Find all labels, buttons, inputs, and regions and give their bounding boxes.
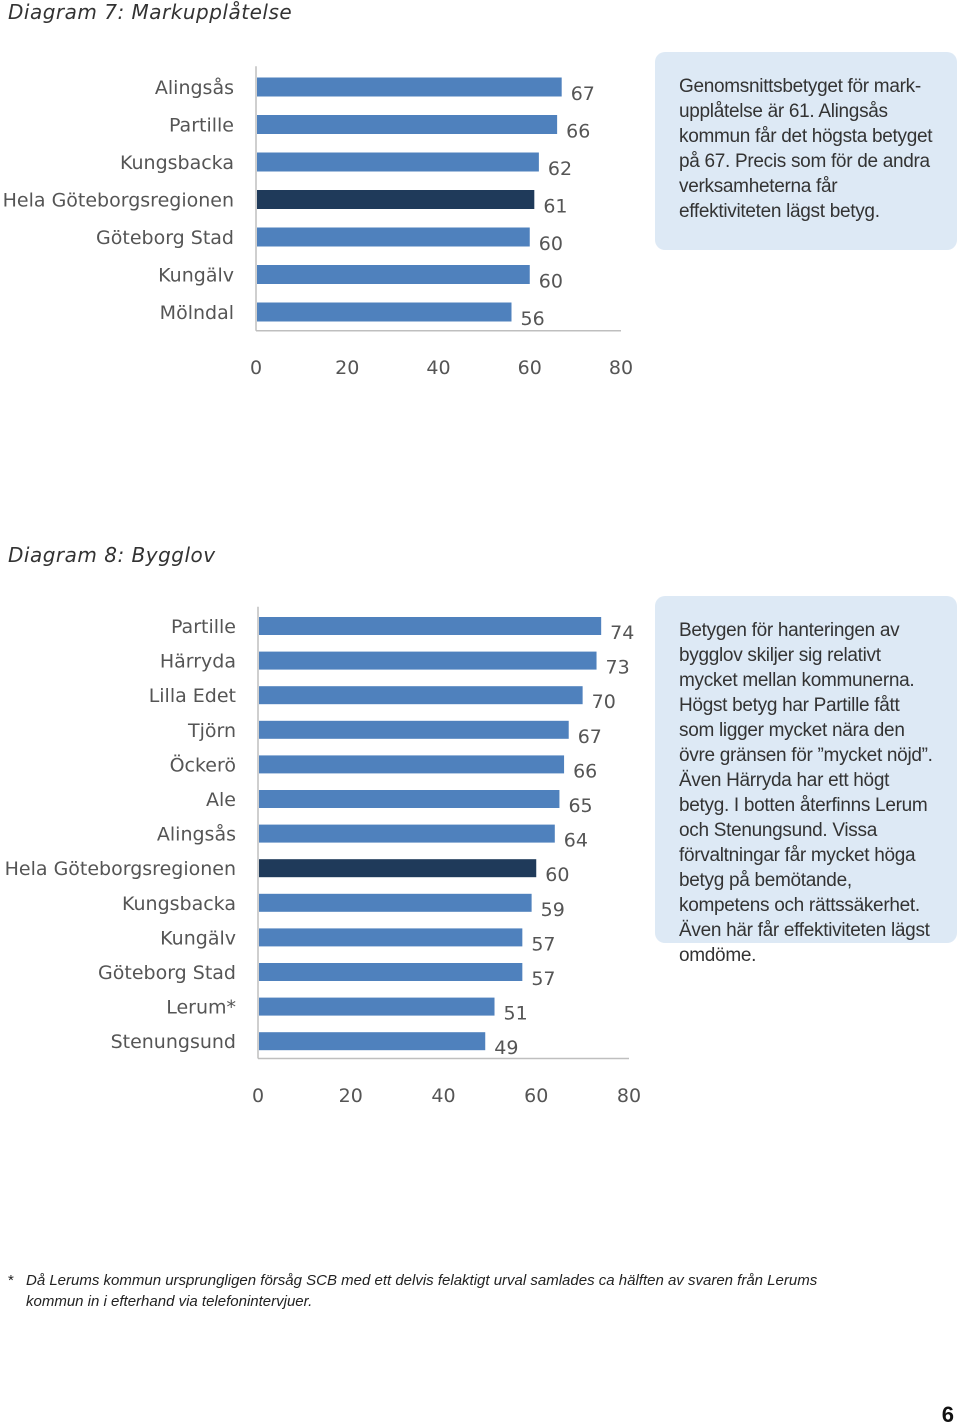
diagram-7-title: Diagram 7: Markupplåtelse <box>8 0 293 24</box>
diagram-7-bar <box>257 227 530 247</box>
diagram-8-value-label: 66 <box>573 760 597 782</box>
diagram-8-category-label: Partille <box>171 616 236 638</box>
diagram-7-value-label: 60 <box>539 271 563 293</box>
diagram-7-category-label: Alingsås <box>155 76 234 99</box>
diagram-7-bar <box>257 152 539 172</box>
diagram-7-bar <box>257 115 558 134</box>
diagram-8-bar <box>259 997 495 1016</box>
footnote: * Då Lerums kommun ursprungligen försåg … <box>8 1270 868 1312</box>
diagram-8-value-label: 59 <box>541 899 565 921</box>
diagram-8-value-label: 60 <box>545 864 569 886</box>
diagram-8-infobox: Betygen för hanteringen av bygglov skilj… <box>655 596 957 966</box>
diagram-8-bar <box>259 859 537 878</box>
diagram-7-value-label: 67 <box>571 83 595 105</box>
diagram-8-value-label: 74 <box>610 622 634 644</box>
diagram-7-chart: Alingsås 67 Partille 66 Kungsbacka 62 Hela Göt… <box>0 60 660 390</box>
diagram-8-bar <box>259 755 565 774</box>
diagram-8-bar <box>259 1032 486 1051</box>
diagram-7-bar <box>257 265 530 284</box>
diagram-8-value-label: 70 <box>592 691 616 713</box>
diagram-8-info-text: Betygen för hanteringen av bygglov skilj… <box>679 620 933 966</box>
diagram-8-bar <box>259 617 602 635</box>
diagram-7-tick-label: 60 <box>518 357 542 379</box>
diagram-8-value-label: 57 <box>531 968 555 990</box>
diagram-7-bar <box>257 77 562 97</box>
diagram-7-category-label: Hela Göteborgsregionen <box>3 190 234 212</box>
diagram-8-category-label: Tjörn <box>187 720 236 742</box>
diagram-8-category-label: Stenungsund <box>111 1031 236 1053</box>
diagram-7-info-text: Genomsnittsbetyget för mark-upplåtelse ä… <box>679 76 933 222</box>
page-number: 6 <box>941 1402 954 1427</box>
diagram-8-bar <box>259 963 523 981</box>
diagram-8-bar <box>259 651 597 670</box>
diagram-8-category-label: Kungälv <box>160 927 236 949</box>
diagram-8-svg: Partille 74 Härryda 73 Lilla Edet 70 Tjörn 67 Öc… <box>5 606 641 1107</box>
diagram-7-category-label: Kungsbacka <box>120 152 234 174</box>
diagram-7-bar <box>257 302 512 322</box>
diagram-8-category-label: Göteborg Stad <box>98 962 236 984</box>
diagram-8-category-label: Kungsbacka <box>122 893 236 915</box>
diagram-7-tick-label: 80 <box>609 357 633 379</box>
diagram-8-value-label: 64 <box>564 830 588 852</box>
diagram-8-category-label: Ale <box>206 789 236 811</box>
footnote-text: Då Lerums kommun ursprungligen försåg SC… <box>26 1272 818 1310</box>
diagram-7-infobox: Genomsnittsbetyget för mark-upplåtelse ä… <box>655 52 957 250</box>
diagram-8-category-label: Alingsås <box>157 823 236 846</box>
diagram-7-category-label: Kungälv <box>158 265 234 287</box>
diagram-8-tick-label: 60 <box>524 1085 548 1107</box>
diagram-8-value-label: 67 <box>578 726 602 748</box>
diagram-8-value-label: 49 <box>494 1037 518 1059</box>
diagram-8-bar <box>259 790 560 808</box>
diagram-8-title: Diagram 8: Bygglov <box>8 543 216 567</box>
diagram-8-category-label: Lerum* <box>166 997 236 1019</box>
diagram-8-category-label: Lilla Edet <box>149 685 236 707</box>
diagram-8-value-label: 51 <box>504 1003 528 1025</box>
diagram-8-bar <box>259 893 532 912</box>
footnote-marker: * <box>8 1272 14 1289</box>
diagram-7-value-label: 60 <box>539 233 563 255</box>
diagram-7-value-label: 61 <box>543 196 567 218</box>
diagram-7-tick-label: 40 <box>426 357 450 379</box>
diagram-8-bar <box>259 824 555 843</box>
diagram-8-tick-label: 40 <box>431 1085 455 1107</box>
diagram-8-value-label: 65 <box>568 795 592 817</box>
diagram-8-category-label: Hela Göteborgsregionen <box>5 858 236 880</box>
diagram-8-category-label: Härryda <box>160 651 236 673</box>
diagram-8-value-label: 73 <box>606 657 630 679</box>
diagram-8-bar <box>259 928 523 947</box>
diagram-8-tick-label: 80 <box>617 1085 641 1107</box>
diagram-8-value-label: 57 <box>531 933 555 955</box>
diagram-7-value-label: 66 <box>566 121 590 143</box>
diagram-7-tick-label: 0 <box>250 357 262 379</box>
diagram-8-tick-label: 0 <box>252 1085 264 1107</box>
diagram-7-value-label: 56 <box>521 308 545 330</box>
diagram-7-category-label: Mölndal <box>160 302 234 324</box>
diagram-8-bar <box>259 686 583 705</box>
diagram-8-bar <box>259 720 569 739</box>
diagram-8-category-label: Öckerö <box>170 753 236 776</box>
diagram-7-bar <box>257 190 535 209</box>
diagram-7-category-label: Partille <box>169 115 234 137</box>
diagram-7-svg: Alingsås 67 Partille 66 Kungsbacka 62 Hela Göt… <box>3 66 633 379</box>
diagram-7-value-label: 62 <box>548 158 572 180</box>
diagram-7-tick-label: 20 <box>335 357 359 379</box>
diagram-8-chart: Partille 74 Härryda 73 Lilla Edet 70 Tjörn 67 Öc… <box>0 600 660 1120</box>
diagram-8-tick-label: 20 <box>339 1085 363 1107</box>
diagram-7-category-label: Göteborg Stad <box>96 227 234 249</box>
